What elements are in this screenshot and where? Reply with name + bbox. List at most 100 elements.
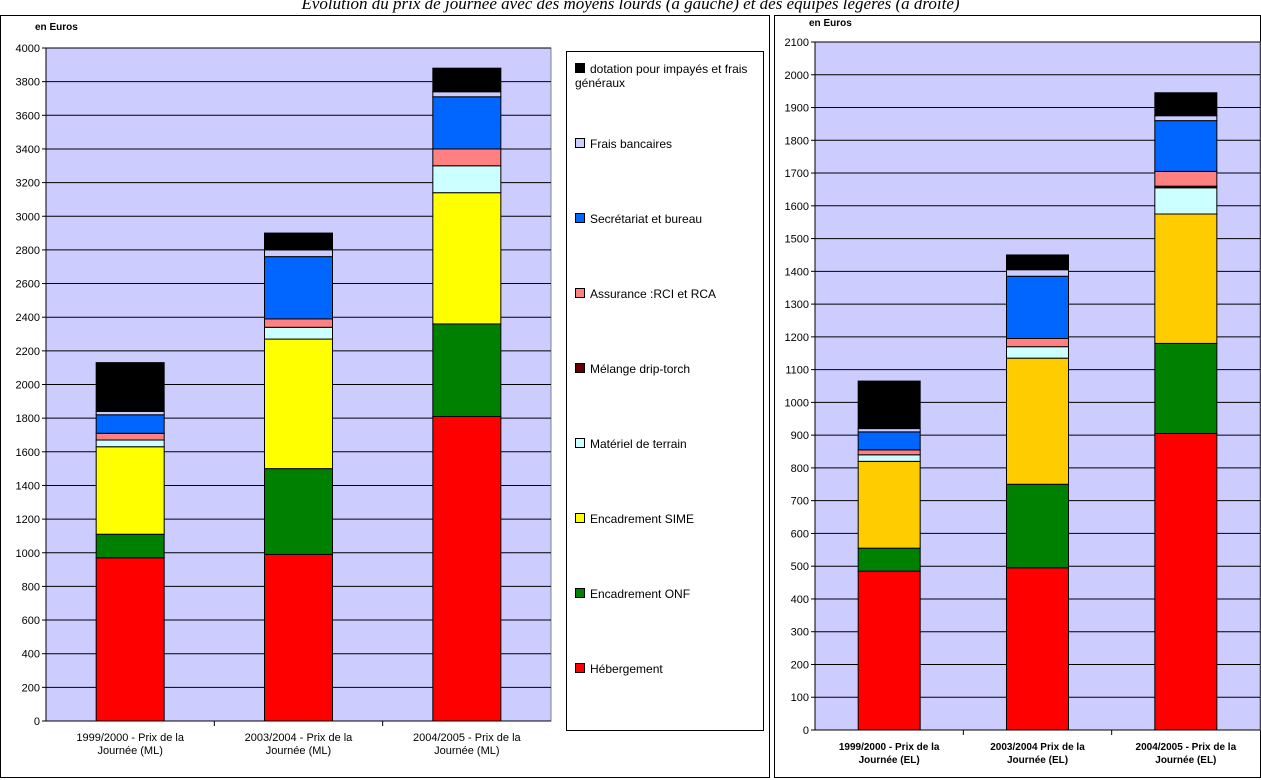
bar-segment — [264, 338, 333, 470]
legend-label: Mélange drip-torch — [590, 362, 691, 376]
y-tick-label: 2400 — [16, 312, 40, 324]
bar-segment — [857, 570, 921, 731]
bar-segment — [1006, 269, 1069, 277]
bar-segment — [264, 468, 333, 555]
x-category-label: Journée (ML) — [266, 745, 331, 757]
y-tick-label: 200 — [22, 682, 40, 694]
y-tick-label: 900 — [791, 430, 809, 442]
bar-segment — [432, 192, 502, 325]
legend-item: Frais bancaires — [575, 137, 760, 151]
y-axis-label: en Euros — [809, 18, 852, 29]
bar-segment — [95, 362, 165, 412]
bar-segment — [432, 96, 502, 150]
bar-segment — [857, 454, 921, 462]
legend-item: Encadrement ONF — [575, 587, 760, 601]
y-tick-label: 1800 — [16, 413, 40, 425]
bar-segment — [264, 249, 333, 258]
y-tick-label: 2600 — [16, 279, 40, 291]
x-category-label: Journée (ML) — [97, 745, 162, 757]
legend-swatch — [575, 438, 585, 448]
y-tick-label: 600 — [791, 528, 809, 540]
legend-label: dotation pour impayés et frais généraux — [575, 62, 748, 90]
bar-segment — [95, 410, 165, 416]
legend-label: Matériel de terrain — [590, 437, 687, 451]
legend-item: Hébergement — [575, 662, 760, 676]
legend-swatch — [575, 288, 585, 298]
bar-segment — [857, 460, 921, 549]
y-tick-label: 400 — [22, 649, 40, 661]
x-category-label: Journée (EL) — [1007, 755, 1068, 766]
bar-segment — [1006, 275, 1069, 339]
bar-segment — [432, 323, 502, 417]
y-tick-label: 1200 — [785, 332, 809, 344]
y-tick-label: 1400 — [785, 266, 809, 278]
bar-segment — [1006, 567, 1069, 731]
y-tick-label: 0 — [803, 725, 809, 737]
legend-swatch — [575, 663, 585, 673]
bar-segment — [1154, 187, 1218, 215]
legend-item: Secrétariat et bureau — [575, 212, 760, 226]
legend-item: Assurance :RCI et RCA — [575, 287, 760, 301]
x-category-label: Journée (EL) — [1155, 755, 1216, 766]
bar-segment — [857, 431, 921, 451]
bar-segment — [264, 256, 333, 320]
chart-caption: Evolution du prix de journée avec des mo… — [301, 0, 960, 13]
y-tick-label: 1400 — [16, 480, 40, 492]
legend-label: Encadrement ONF — [590, 587, 691, 601]
bar-segment — [857, 449, 921, 456]
chart-panel-left: 0 200 400 600 800 1000 1200 1400 1600 1800 2000 220… — [0, 15, 770, 778]
y-tick-label: 3000 — [16, 211, 40, 223]
bar-segment — [95, 414, 165, 434]
legend-swatch — [575, 138, 585, 148]
bar-segment — [1006, 346, 1069, 359]
bar-segment — [1006, 254, 1069, 271]
y-tick-label: 1600 — [785, 201, 809, 213]
legend-swatch — [575, 363, 585, 373]
legend-item: dotation pour impayés et frais généraux — [575, 62, 760, 90]
y-tick-label: 1000 — [16, 548, 40, 560]
legend-label: Secrétariat et bureau — [590, 212, 703, 226]
y-tick-label: 1300 — [785, 299, 809, 311]
y-tick-label: 600 — [22, 615, 40, 627]
y-tick-label: 800 — [791, 463, 809, 475]
bar-segment — [95, 432, 165, 441]
bar-segment — [1154, 213, 1218, 344]
y-tick-label: 200 — [791, 659, 809, 671]
bar-segment — [1154, 92, 1218, 117]
x-category-label: 1999/2000 - Prix de la — [76, 732, 185, 744]
x-category-label: Journée (EL) — [859, 755, 920, 766]
chart-left: 0 200 400 600 800 1000 1200 1400 1600 1800 2000 220… — [16, 22, 552, 757]
y-tick-label: 4000 — [16, 43, 40, 55]
legend-label: Hébergement — [590, 662, 663, 676]
bar-segment — [264, 318, 333, 328]
legend-item: Encadrement SIME — [575, 512, 760, 526]
x-category-label: 2003/2004 - Prix de la — [245, 732, 354, 744]
y-tick-label: 1900 — [785, 103, 809, 115]
y-tick-label: 400 — [791, 594, 809, 606]
y-axis-label: en Euros — [35, 22, 78, 33]
y-tick-label: 3600 — [16, 110, 40, 122]
legend-label: Assurance :RCI et RCA — [590, 287, 717, 301]
legend-swatch — [575, 588, 585, 598]
y-tick-label: 3800 — [16, 77, 40, 89]
y-tick-label: 1000 — [785, 397, 809, 409]
legend-swatch — [575, 213, 585, 223]
x-category-label: Journée (ML) — [434, 745, 499, 757]
x-category-label: 2004/2005 - Prix de la — [1136, 742, 1237, 753]
bar-segment — [1154, 342, 1218, 435]
y-tick-label: 1700 — [785, 168, 809, 180]
legend-label: Encadrement SIME — [590, 512, 695, 526]
y-tick-label: 800 — [22, 581, 40, 593]
bar-segment — [857, 547, 921, 572]
bar-segment — [432, 165, 502, 194]
y-tick-label: 700 — [791, 496, 809, 508]
y-tick-label: 3200 — [16, 178, 40, 190]
bar-segment — [432, 67, 502, 93]
y-tick-label: 2000 — [16, 380, 40, 392]
legend-item: Matériel de terrain — [575, 437, 760, 451]
bar-segment — [1006, 357, 1069, 485]
legend-label: Frais bancaires — [590, 137, 673, 151]
bar-segment — [95, 533, 165, 559]
x-category-label: 1999/2000 - Prix de la — [839, 742, 940, 753]
bar-segment — [432, 148, 502, 167]
